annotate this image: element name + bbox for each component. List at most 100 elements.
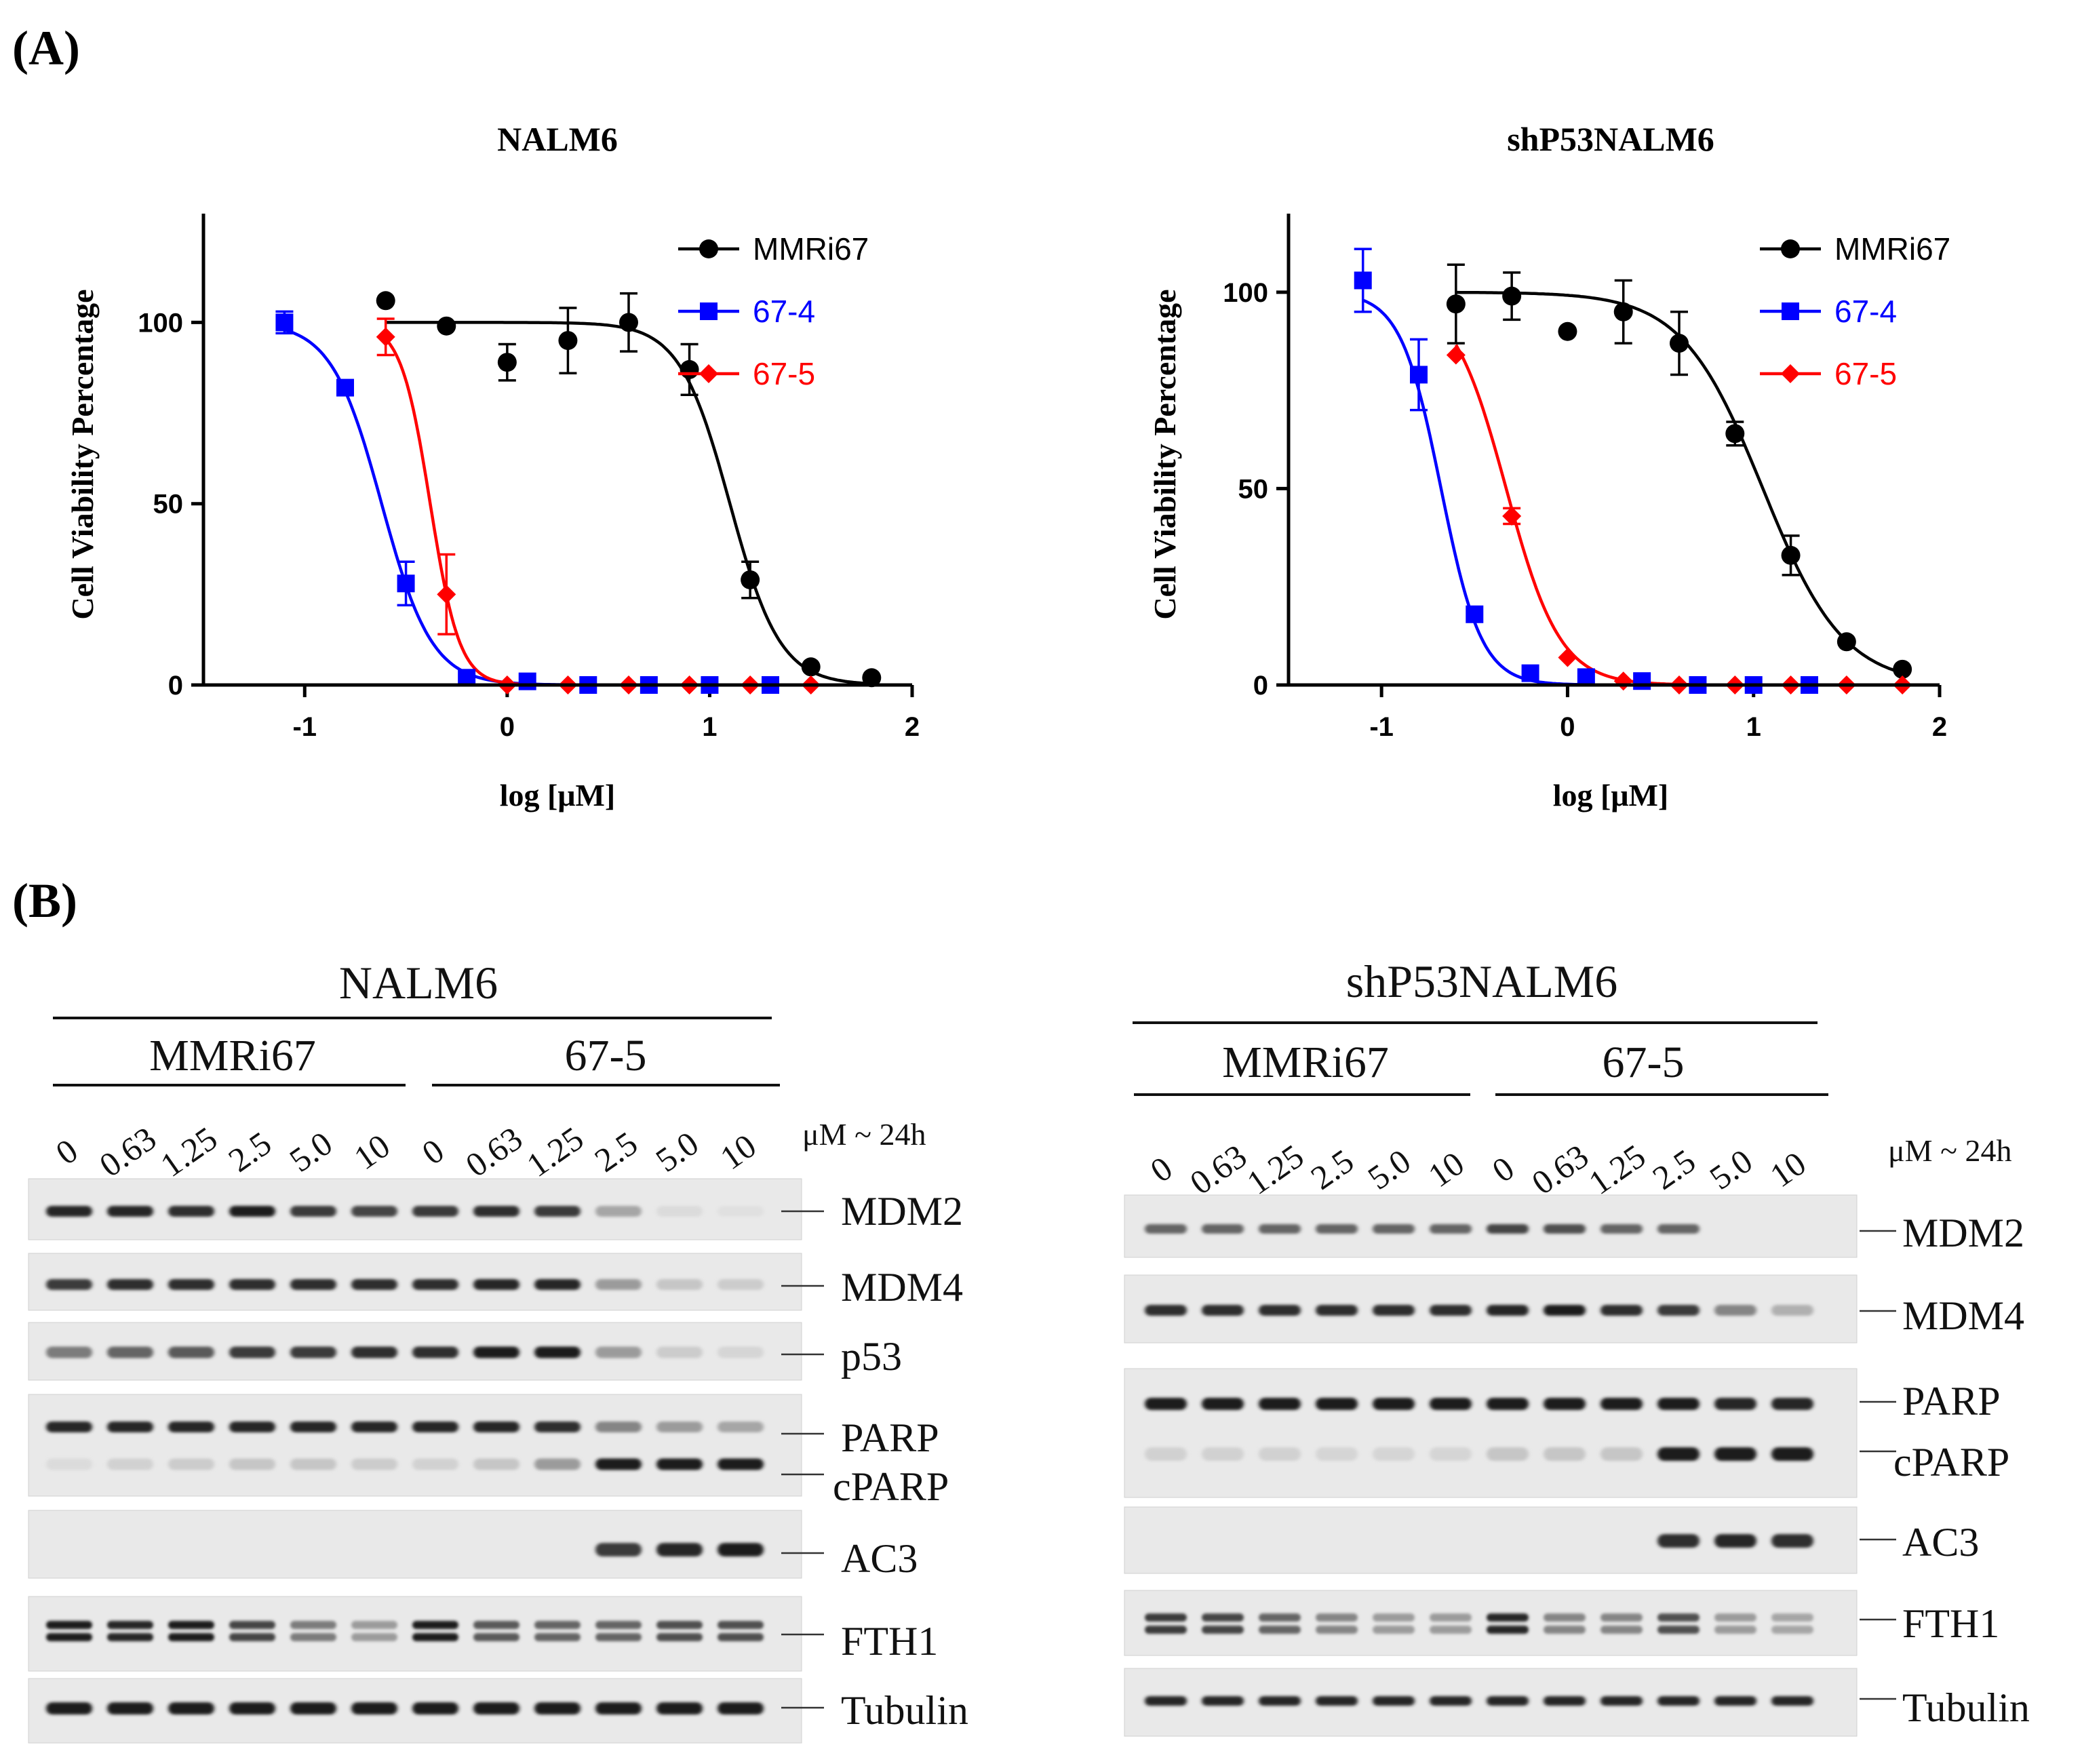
- data-point-mmri67: [801, 657, 821, 677]
- band-fth1: [290, 1621, 336, 1629]
- y-tick-label: 100: [138, 308, 183, 338]
- band-fth1: [1430, 1626, 1472, 1634]
- band-mdm2: [718, 1206, 764, 1217]
- data-point-67-5: [1446, 345, 1466, 365]
- band-p53: [534, 1346, 581, 1358]
- western-blot-shp53nalm6: shP53NALM6 MMRi67 67-5 μM ~ 24h 0 0.631.2…: [1124, 956, 2030, 1737]
- data-point-67-4: [518, 672, 536, 690]
- band-tubulin: [46, 1702, 92, 1714]
- band-parp: [473, 1422, 519, 1432]
- data-point-mmri67: [1613, 302, 1633, 321]
- band-mdm2: [656, 1206, 703, 1217]
- blot-strip-tubulin: [28, 1678, 802, 1744]
- band-mdm2: [534, 1206, 581, 1217]
- lane-concentration-label: 10: [1421, 1144, 1471, 1195]
- band-parp: [1202, 1398, 1244, 1410]
- x-tick-label: -1: [1369, 712, 1394, 742]
- protein-label-cparp: cPARP: [1893, 1440, 2009, 1485]
- legend-marker-67-4: [700, 302, 718, 320]
- x-tick-label: 0: [500, 712, 515, 742]
- lane-concentration-label: 2.5: [222, 1124, 278, 1179]
- legend-marker-67-5: [1781, 364, 1800, 383]
- band-tubulin: [595, 1702, 642, 1714]
- band-mdm2: [46, 1206, 92, 1217]
- data-point-mmri67: [437, 316, 456, 336]
- band-fth1: [1544, 1626, 1586, 1634]
- band-mdm2: [1430, 1224, 1472, 1234]
- band-p53: [229, 1346, 275, 1358]
- band-mdm2: [1657, 1224, 1700, 1234]
- band-parp: [718, 1422, 764, 1432]
- band-tubulin: [1600, 1696, 1643, 1706]
- band-p53: [656, 1346, 703, 1358]
- lane-concentration-label: 2.5: [588, 1124, 644, 1179]
- band-fth1: [1145, 1626, 1187, 1634]
- band-fth1: [1600, 1626, 1643, 1634]
- band-parp: [1259, 1398, 1301, 1410]
- concentration-unit-label: μM ~ 24h: [802, 1117, 926, 1152]
- band-fth1: [656, 1633, 703, 1641]
- protein-label-fth1: FTH1: [1902, 1601, 1999, 1646]
- y-axis-label: Cell Viability Percentage: [1147, 289, 1182, 619]
- legend-marker-mmri67: [1781, 239, 1800, 258]
- band-mdm4: [1202, 1305, 1244, 1316]
- band-parp: [290, 1422, 336, 1432]
- band-cparp: [351, 1458, 397, 1470]
- band-fth1: [718, 1621, 764, 1629]
- band-p53: [168, 1346, 214, 1358]
- band-fth1: [473, 1621, 519, 1629]
- blot-strip-mdm2: [28, 1178, 802, 1240]
- band-fth1: [534, 1621, 581, 1629]
- blot-strip-parp-cparp: [1124, 1368, 1858, 1498]
- band-fth1: [595, 1633, 642, 1641]
- blot-strip-ac3: [1124, 1506, 1858, 1574]
- band-cparp: [1202, 1447, 1244, 1461]
- fit-curve-67-5: [1454, 344, 1903, 687]
- band-mdm4: [1487, 1305, 1529, 1316]
- band-mdm4: [46, 1279, 92, 1290]
- band-fth1: [351, 1621, 397, 1629]
- lane-concentration-label: 1.25: [1240, 1137, 1310, 1202]
- legend-label-67-4: 67-4: [1834, 294, 1897, 329]
- band-mdm4: [595, 1279, 642, 1290]
- band-mdm4: [1714, 1305, 1756, 1316]
- protein-label-cparp: cPARP: [833, 1464, 949, 1509]
- band-fth1: [1430, 1613, 1472, 1622]
- protein-label-mdm4: MDM4: [841, 1265, 963, 1310]
- blot-strip-fth1: [28, 1596, 802, 1672]
- data-point-mmri67: [376, 291, 395, 311]
- data-point-mmri67: [619, 313, 638, 332]
- band-mdm4: [656, 1279, 703, 1290]
- band-cparp: [1600, 1447, 1643, 1461]
- band-parp: [595, 1422, 642, 1432]
- band-mdm4: [351, 1279, 397, 1290]
- band-fth1: [1771, 1626, 1813, 1634]
- band-tubulin: [107, 1702, 153, 1714]
- data-point-mmri67: [558, 331, 578, 351]
- band-p53: [290, 1346, 336, 1358]
- band-parp: [1714, 1398, 1756, 1410]
- band-fth1: [718, 1633, 764, 1641]
- blot-strip-mdm4: [1124, 1274, 1858, 1344]
- data-point-67-4: [275, 313, 294, 332]
- band-tubulin: [290, 1702, 336, 1714]
- band-fth1: [1600, 1613, 1643, 1622]
- blot-strip-parp-cparp: [28, 1394, 802, 1497]
- band-fth1: [1316, 1626, 1358, 1634]
- band-ac3: [1657, 1534, 1700, 1548]
- band-p53: [595, 1346, 642, 1358]
- band-parp: [656, 1422, 703, 1432]
- band-tubulin: [1430, 1696, 1472, 1706]
- fit-curve-67-4: [283, 328, 770, 687]
- band-fth1: [1657, 1626, 1700, 1634]
- band-mdm2: [1487, 1224, 1529, 1234]
- band-tubulin: [473, 1702, 519, 1714]
- band-mdm2: [1145, 1224, 1187, 1234]
- band-fth1: [46, 1633, 92, 1641]
- data-point-67-4: [1354, 271, 1372, 290]
- band-tubulin: [1202, 1696, 1244, 1706]
- band-tubulin: [229, 1702, 275, 1714]
- band-fth1: [351, 1633, 397, 1641]
- band-cparp: [107, 1458, 153, 1470]
- lane-concentration-label: 5.0: [1361, 1141, 1417, 1197]
